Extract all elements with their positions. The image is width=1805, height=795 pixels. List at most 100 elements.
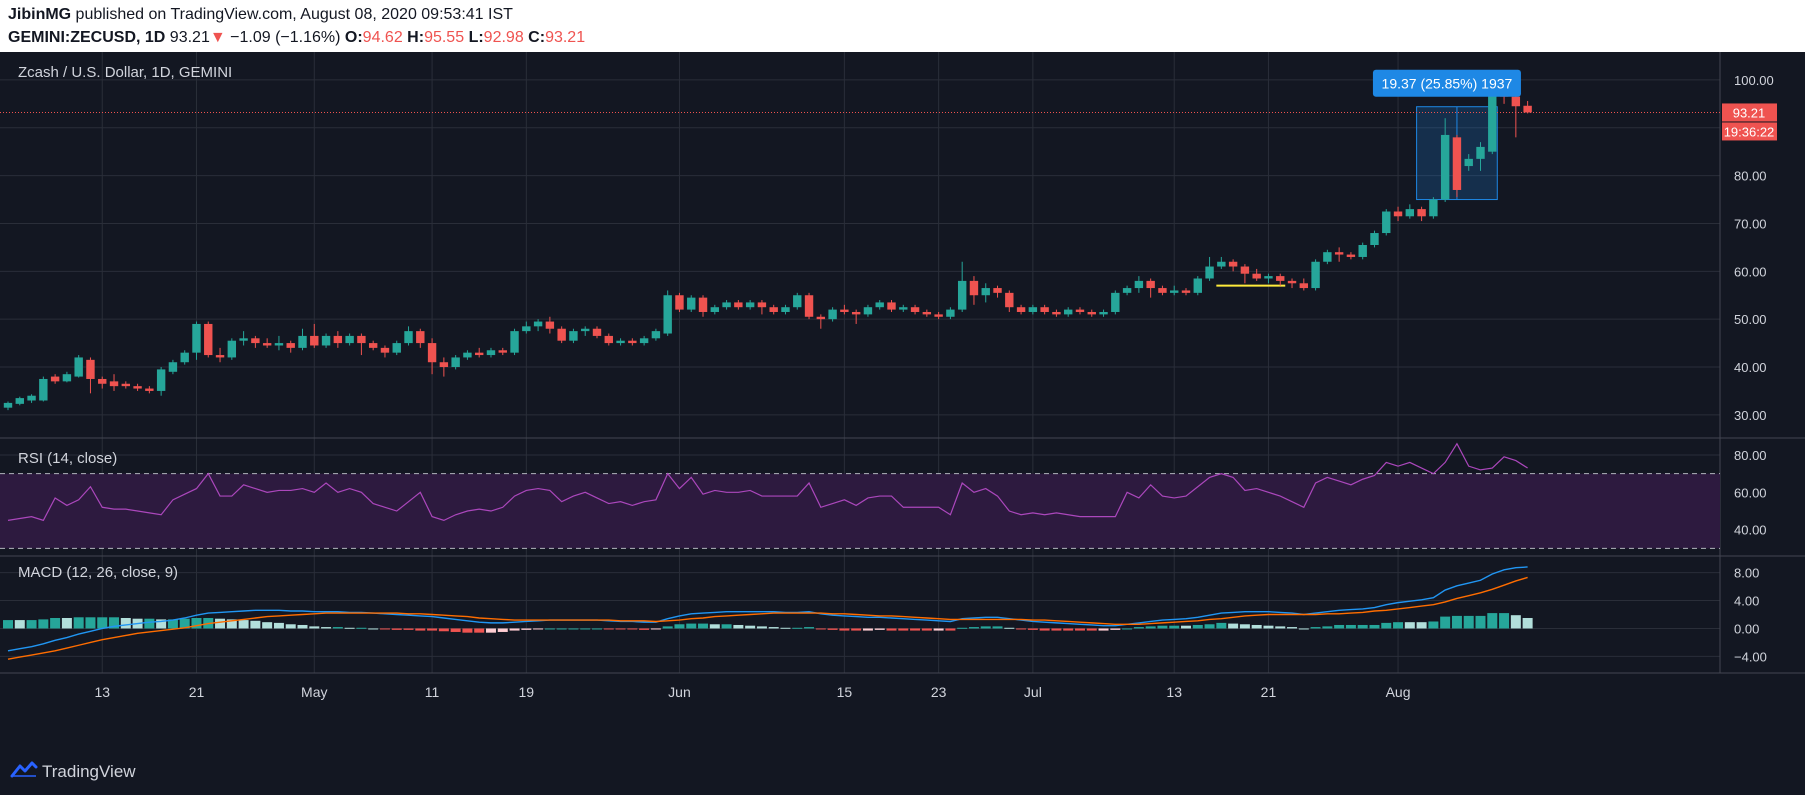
macd-histogram-bar [627,628,638,630]
macd-histogram-bar [815,628,826,630]
candle-body [3,402,13,408]
macd-histogram-bar [1086,628,1097,631]
x-tick-label: 19 [519,684,535,700]
price-axis-label: 50.00 [1734,312,1767,327]
candle-body [1240,266,1250,274]
macd-histogram-bar [509,628,520,631]
macd-histogram-bar [1204,624,1215,629]
candle-body [557,328,566,341]
macd-histogram-bar [1510,615,1521,629]
macd-pane-title: MACD (12, 26, close, 9) [18,564,178,581]
macd-histogram-bar [1404,622,1415,629]
low-label: L: [468,29,484,46]
candle-body [1134,280,1144,289]
macd-histogram-bar [603,628,614,630]
tradingview-brand[interactable]: TradingView [42,762,136,781]
macd-histogram-bar [156,619,167,629]
macd-histogram-bar [1216,622,1227,629]
candle-body [1146,280,1155,289]
candle-body [1511,96,1521,107]
macd-histogram-bar [1169,625,1180,629]
macd-histogram-bar [97,617,108,629]
macd-axis-label: 8.00 [1734,566,1759,581]
candle-body [545,321,555,329]
candle-body [804,295,814,317]
header: JibinMG published on TradingView.com, Au… [0,0,1805,52]
macd-histogram-bar [379,628,390,630]
candle-body [310,335,319,346]
candle-body [357,335,366,344]
countdown-tag-box [1722,122,1777,141]
macd-histogram-bar [38,619,49,629]
macd-histogram-bar [1334,624,1345,629]
candle-body [592,328,602,336]
price-axis-label: 60.00 [1734,264,1767,279]
publish-info: JibinMG published on TradingView.com, Au… [8,6,513,24]
price-change: −1.09 (−1.16%) [230,29,341,46]
macd-histogram-bar [1110,628,1121,630]
macd-histogram-bar [438,628,449,632]
macd-histogram-bar [839,628,850,631]
tradingview-logo-icon[interactable] [10,759,38,779]
macd-histogram-bar [167,619,178,629]
x-tick-label: 11 [425,684,440,700]
macd-histogram-bar [26,620,37,629]
candle-body [1052,311,1061,315]
candle-body [1158,288,1167,293]
macd-histogram-bar [1027,628,1038,630]
macd-histogram-bar [273,622,284,629]
candle-body [1405,209,1415,217]
macd-histogram-bar [1475,615,1486,629]
macd-histogram-bar [1181,625,1191,629]
candle-body [1370,233,1379,245]
candle-body [321,335,331,346]
macd-histogram-bar [827,628,838,630]
high-value: 95.55 [424,29,465,46]
candle-body [899,307,908,310]
candle-body [1193,278,1202,293]
x-tick-label: 23 [931,684,947,700]
candle-body [416,331,425,344]
macd-histogram-bar [356,627,367,629]
macd-histogram-bar [1357,624,1368,629]
macd-histogram-bar [556,628,567,630]
macd-histogram-bar [1275,626,1286,629]
candle-body [463,352,472,358]
macd-histogram-bar [1098,628,1109,631]
macd-histogram-bar [1345,624,1356,629]
candle-body [39,378,48,401]
macd-histogram-bar [1228,623,1239,629]
candle-body [274,343,284,346]
macd-histogram-bar [639,628,650,630]
candle-body [1264,276,1273,279]
candle-body [687,297,696,310]
macd-histogram-bar [568,628,579,630]
candle-body [793,295,802,308]
macd-histogram-bar [804,627,815,629]
macd-histogram-bar [262,622,273,629]
macd-histogram-bar [1263,625,1274,629]
chart-area[interactable]: 1321May1119Jun1523Jul1321Aug100.0090.008… [0,52,1805,747]
open-value: 94.62 [362,29,403,46]
macd-histogram-bar [721,624,732,629]
candle-body [934,314,943,317]
open-label: O: [344,29,363,46]
candle-body [1064,309,1073,315]
candle-body [581,328,590,332]
author-name[interactable]: JibinMG [8,6,72,23]
macd-histogram-bar [910,628,921,631]
candle-body [569,331,578,341]
candle-body [380,347,390,353]
macd-histogram-bar [368,628,379,630]
candle-body [887,302,896,310]
candle-body [1476,146,1485,159]
candle-body [816,316,826,320]
candle-body [1252,273,1261,279]
candle-body [62,374,72,382]
candle-body [616,340,625,344]
macd-histogram-bar [462,628,473,633]
x-tick-label: May [301,684,327,700]
price-tag: 93.21 [1733,105,1766,120]
macd-histogram-bar [14,620,25,629]
macd-histogram-bar [709,624,720,629]
